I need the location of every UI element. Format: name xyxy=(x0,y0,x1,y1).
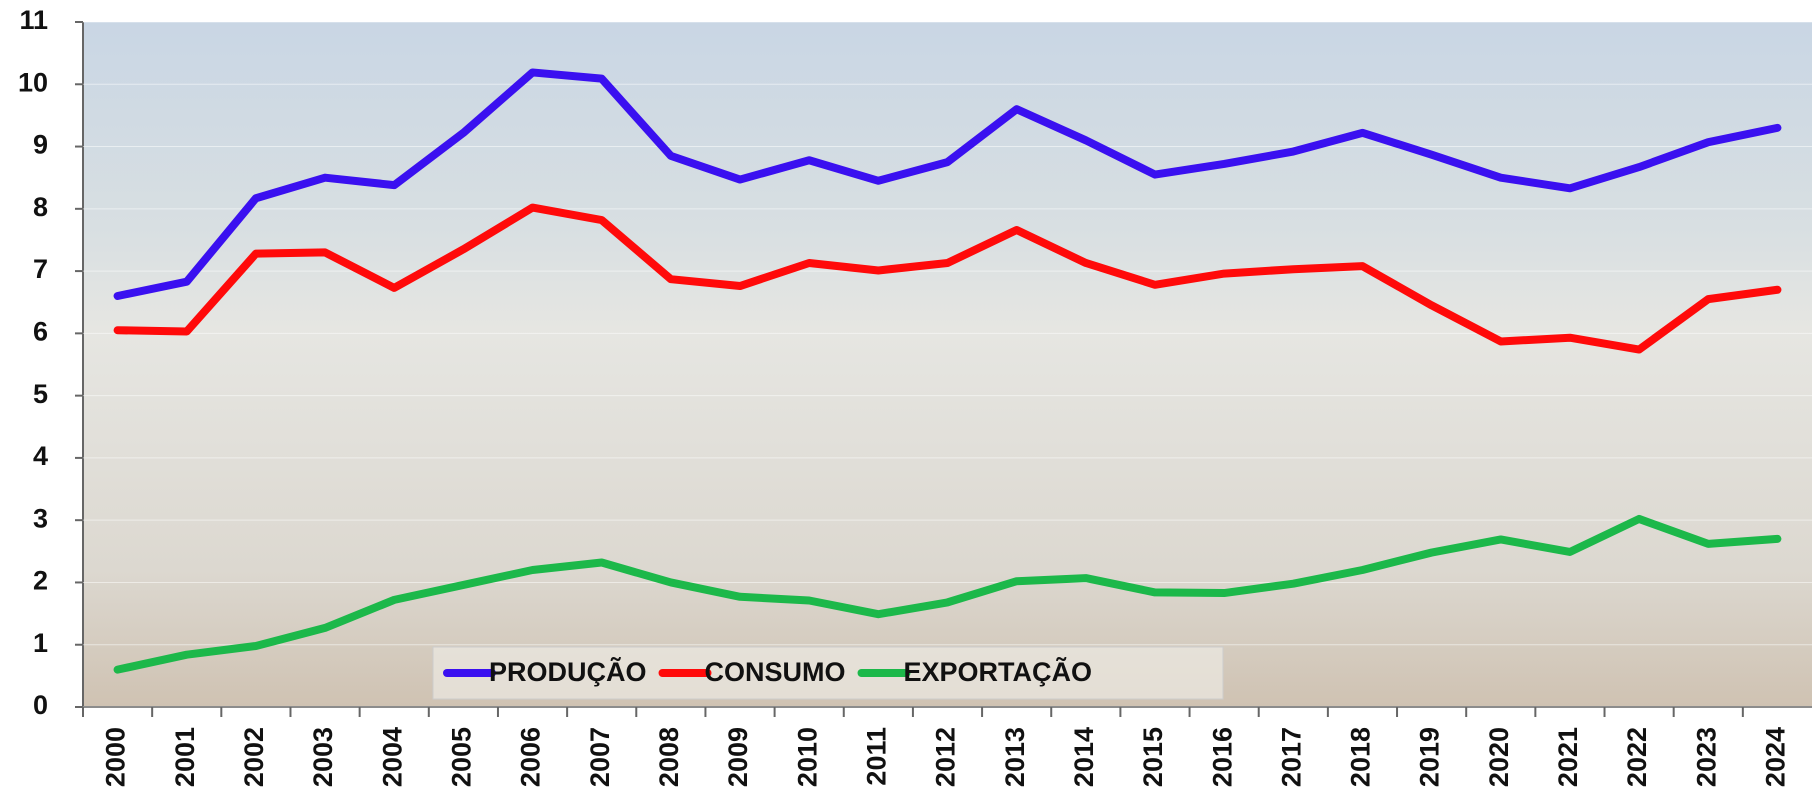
x-tick-label: 2022 xyxy=(1622,727,1652,787)
y-tick-label: 10 xyxy=(18,67,48,97)
y-tick-label: 3 xyxy=(33,503,48,533)
x-tick-label: 2009 xyxy=(723,727,753,787)
x-tick-label: 2005 xyxy=(447,727,477,787)
y-tick-label: 8 xyxy=(33,192,48,222)
plot-background xyxy=(83,22,1812,707)
x-tick-label: 2000 xyxy=(101,727,131,787)
y-tick-label: 4 xyxy=(33,441,48,471)
series-line xyxy=(113,68,1782,300)
x-tick-label: 2010 xyxy=(792,727,822,787)
legend xyxy=(432,646,1224,700)
x-tick-label: 2012 xyxy=(931,727,961,787)
x-tick-label: 2013 xyxy=(1000,727,1030,787)
x-tick-label: 2011 xyxy=(861,727,891,786)
y-tick-label: 7 xyxy=(33,254,48,284)
x-tick-label: 2018 xyxy=(1346,727,1376,787)
y-tick-label: 0 xyxy=(33,690,48,720)
x-tick-label: 2006 xyxy=(516,727,546,787)
x-tick-label: 2008 xyxy=(654,727,684,787)
x-tick-label: 2023 xyxy=(1691,727,1721,787)
x-tick-label: 2020 xyxy=(1484,727,1514,787)
legend-label: PRODUÇÃO xyxy=(489,656,647,687)
x-tick-label: 2002 xyxy=(239,727,269,787)
y-tick-label: 5 xyxy=(33,379,48,409)
x-tick-label: 2019 xyxy=(1415,727,1445,787)
legend-label: CONSUMO xyxy=(705,657,846,687)
x-tick-label: 2021 xyxy=(1553,727,1583,787)
y-tick-label: 1 xyxy=(33,628,48,658)
series-line xyxy=(113,203,1782,354)
x-tick-label: 2024 xyxy=(1761,727,1791,787)
legend-label: EXPORTAÇÃO xyxy=(904,656,1093,687)
y-tick-label: 2 xyxy=(33,566,48,596)
x-tick-label: 2004 xyxy=(377,727,407,787)
x-tick-label: 2007 xyxy=(585,727,615,787)
y-tick-label: 9 xyxy=(33,130,48,160)
x-tick-label: 2001 xyxy=(170,727,200,787)
x-tick-label: 2014 xyxy=(1069,727,1099,787)
x-tick-label: 2003 xyxy=(308,727,338,787)
x-tick-label: 2017 xyxy=(1276,727,1306,787)
y-tick-label: 11 xyxy=(19,5,48,35)
x-tick-label: 2015 xyxy=(1138,727,1168,787)
x-tick-label: 2016 xyxy=(1207,727,1237,787)
series-line xyxy=(113,514,1782,674)
y-tick-label: 6 xyxy=(33,316,48,346)
